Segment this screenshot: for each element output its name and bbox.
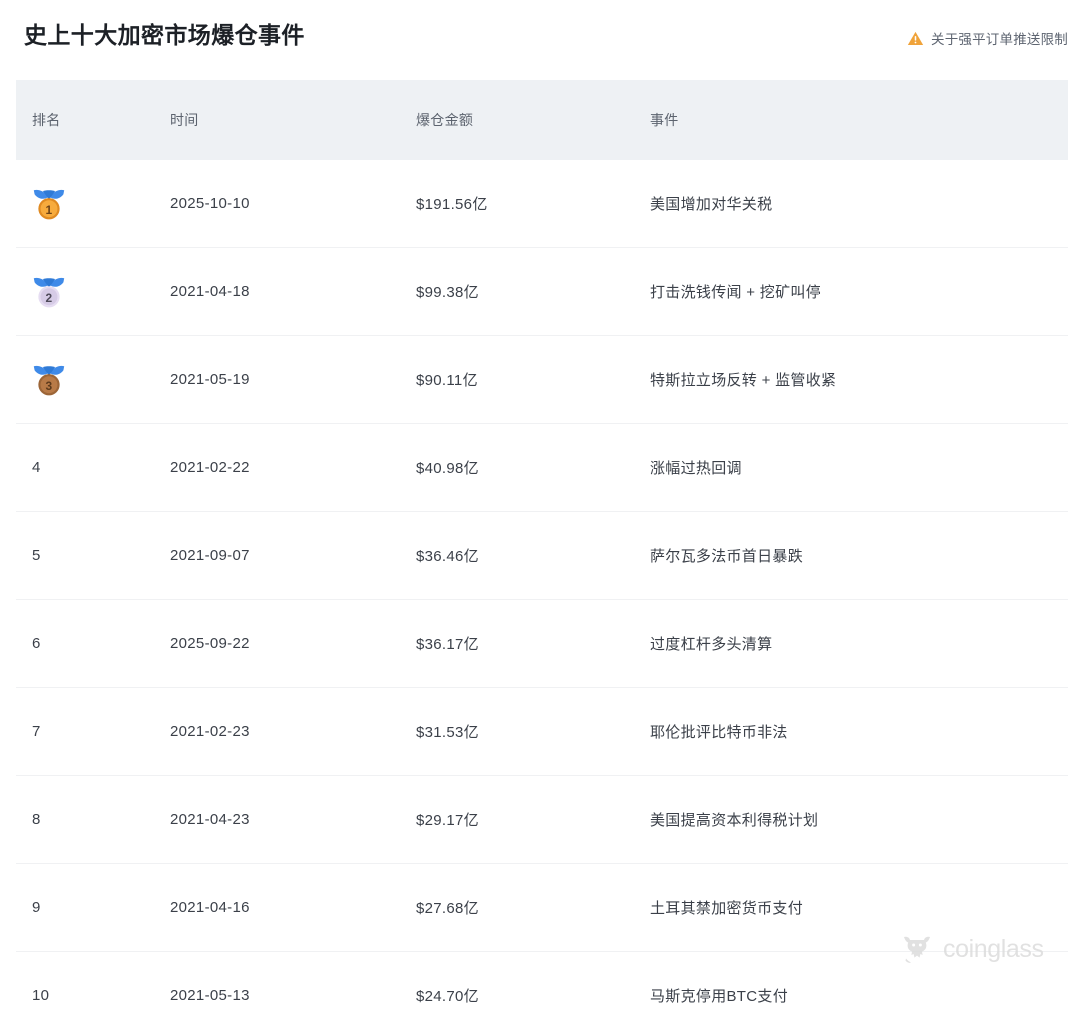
cell-rank: 3 xyxy=(16,361,170,399)
cell-event: 美国增加对华关税 xyxy=(650,196,773,213)
cell-rank: 8 xyxy=(16,811,170,828)
rank-number: 9 xyxy=(32,899,41,916)
column-header-rank[interactable]: 排名 xyxy=(32,112,61,128)
cell-date: 2021-04-23 xyxy=(170,811,250,828)
table-row[interactable]: 6 2025-09-22 $36.17亿 过度杠杆多头清算 xyxy=(16,600,1068,688)
warning-triangle-icon xyxy=(907,30,924,47)
rank-number: 5 xyxy=(32,547,41,564)
gold-medal-icon: 1 xyxy=(32,185,170,223)
cell-amount: $27.68亿 xyxy=(416,900,479,917)
rank-number: 8 xyxy=(32,811,41,828)
liquidation-push-notice[interactable]: 关于强平订单推送限制 xyxy=(907,28,1068,48)
cell-date: 2021-05-19 xyxy=(170,371,250,388)
cell-date: 2021-09-07 xyxy=(170,547,250,564)
cell-rank: 10 xyxy=(16,987,170,1004)
silver-medal-icon: 2 xyxy=(32,273,170,311)
cell-date: 2025-09-22 xyxy=(170,635,250,652)
cell-rank: 1 xyxy=(16,185,170,223)
table-row[interactable]: 1 2025-10-10 $191.56亿 美国增加对华关税 xyxy=(16,160,1068,248)
table-row[interactable]: 10 2021-05-13 $24.70亿 马斯克停用BTC支付 xyxy=(16,952,1068,1036)
cell-event: 美国提高资本利得税计划 xyxy=(650,812,819,829)
cell-event: 涨幅过热回调 xyxy=(650,460,742,477)
cell-amount: $29.17亿 xyxy=(416,812,479,829)
table-row[interactable]: 5 2021-09-07 $36.46亿 萨尔瓦多法币首日暴跌 xyxy=(16,512,1068,600)
cell-amount: $36.46亿 xyxy=(416,548,479,565)
column-header-event[interactable]: 事件 xyxy=(650,112,679,128)
rank-number: 7 xyxy=(32,723,41,740)
cell-date: 2021-04-18 xyxy=(170,283,250,300)
cell-rank: 6 xyxy=(16,635,170,652)
notice-label: 关于强平订单推送限制 xyxy=(931,32,1068,47)
cell-rank: 9 xyxy=(16,899,170,916)
cell-amount: $31.53亿 xyxy=(416,724,479,741)
cell-rank: 7 xyxy=(16,723,170,740)
table-row[interactable]: 2 2021-04-18 $99.38亿 打击洗钱传闻 + 挖矿叫停 xyxy=(16,248,1068,336)
cell-date: 2021-02-23 xyxy=(170,723,250,740)
rank-number: 4 xyxy=(32,459,41,476)
cell-event: 打击洗钱传闻 + 挖矿叫停 xyxy=(650,284,821,301)
cell-event: 耶伦批评比特币非法 xyxy=(650,724,788,741)
table-row[interactable]: 9 2021-04-16 $27.68亿 土耳其禁加密货币支付 xyxy=(16,864,1068,952)
cell-event: 特斯拉立场反转 + 监管收紧 xyxy=(650,372,837,389)
cell-date: 2021-02-22 xyxy=(170,459,250,476)
cell-amount: $191.56亿 xyxy=(416,196,488,213)
page-title: 史上十大加密市场爆仓事件 xyxy=(24,22,305,48)
liquidation-events-table: 排名 时间 爆仓金额 事件 1 2025-10-10 xyxy=(16,80,1068,1036)
column-header-date[interactable]: 时间 xyxy=(170,112,199,128)
cell-amount: $36.17亿 xyxy=(416,636,479,653)
column-header-amount[interactable]: 爆仓金额 xyxy=(416,112,474,128)
cell-amount: $24.70亿 xyxy=(416,988,479,1005)
cell-event: 过度杠杆多头清算 xyxy=(650,636,773,653)
table-row[interactable]: 7 2021-02-23 $31.53亿 耶伦批评比特币非法 xyxy=(16,688,1068,776)
table-row[interactable]: 4 2021-02-22 $40.98亿 涨幅过热回调 xyxy=(16,424,1068,512)
cell-date: 2025-10-10 xyxy=(170,195,250,212)
svg-text:2: 2 xyxy=(46,290,53,304)
table-row[interactable]: 3 2021-05-19 $90.11亿 特斯拉立场反转 + 监管收紧 xyxy=(16,336,1068,424)
bronze-medal-icon: 3 xyxy=(32,361,170,399)
table-row[interactable]: 8 2021-04-23 $29.17亿 美国提高资本利得税计划 xyxy=(16,776,1068,864)
table-header-row: 排名 时间 爆仓金额 事件 xyxy=(16,80,1068,160)
cell-amount: $90.11亿 xyxy=(416,372,478,389)
rank-number: 10 xyxy=(32,987,50,1004)
cell-rank: 5 xyxy=(16,547,170,564)
cell-rank: 2 xyxy=(16,273,170,311)
cell-amount: $99.38亿 xyxy=(416,284,479,301)
cell-rank: 4 xyxy=(16,459,170,476)
svg-text:1: 1 xyxy=(46,202,53,216)
rank-number: 6 xyxy=(32,635,41,652)
svg-text:3: 3 xyxy=(46,378,53,392)
cell-event: 马斯克停用BTC支付 xyxy=(650,988,789,1005)
cell-amount: $40.98亿 xyxy=(416,460,479,477)
cell-event: 土耳其禁加密货币支付 xyxy=(650,900,804,917)
cell-date: 2021-05-13 xyxy=(170,987,250,1004)
page-header: 史上十大加密市场爆仓事件 关于强平订单推送限制 xyxy=(0,0,1080,78)
cell-date: 2021-04-16 xyxy=(170,899,250,916)
cell-event: 萨尔瓦多法币首日暴跌 xyxy=(650,548,804,565)
